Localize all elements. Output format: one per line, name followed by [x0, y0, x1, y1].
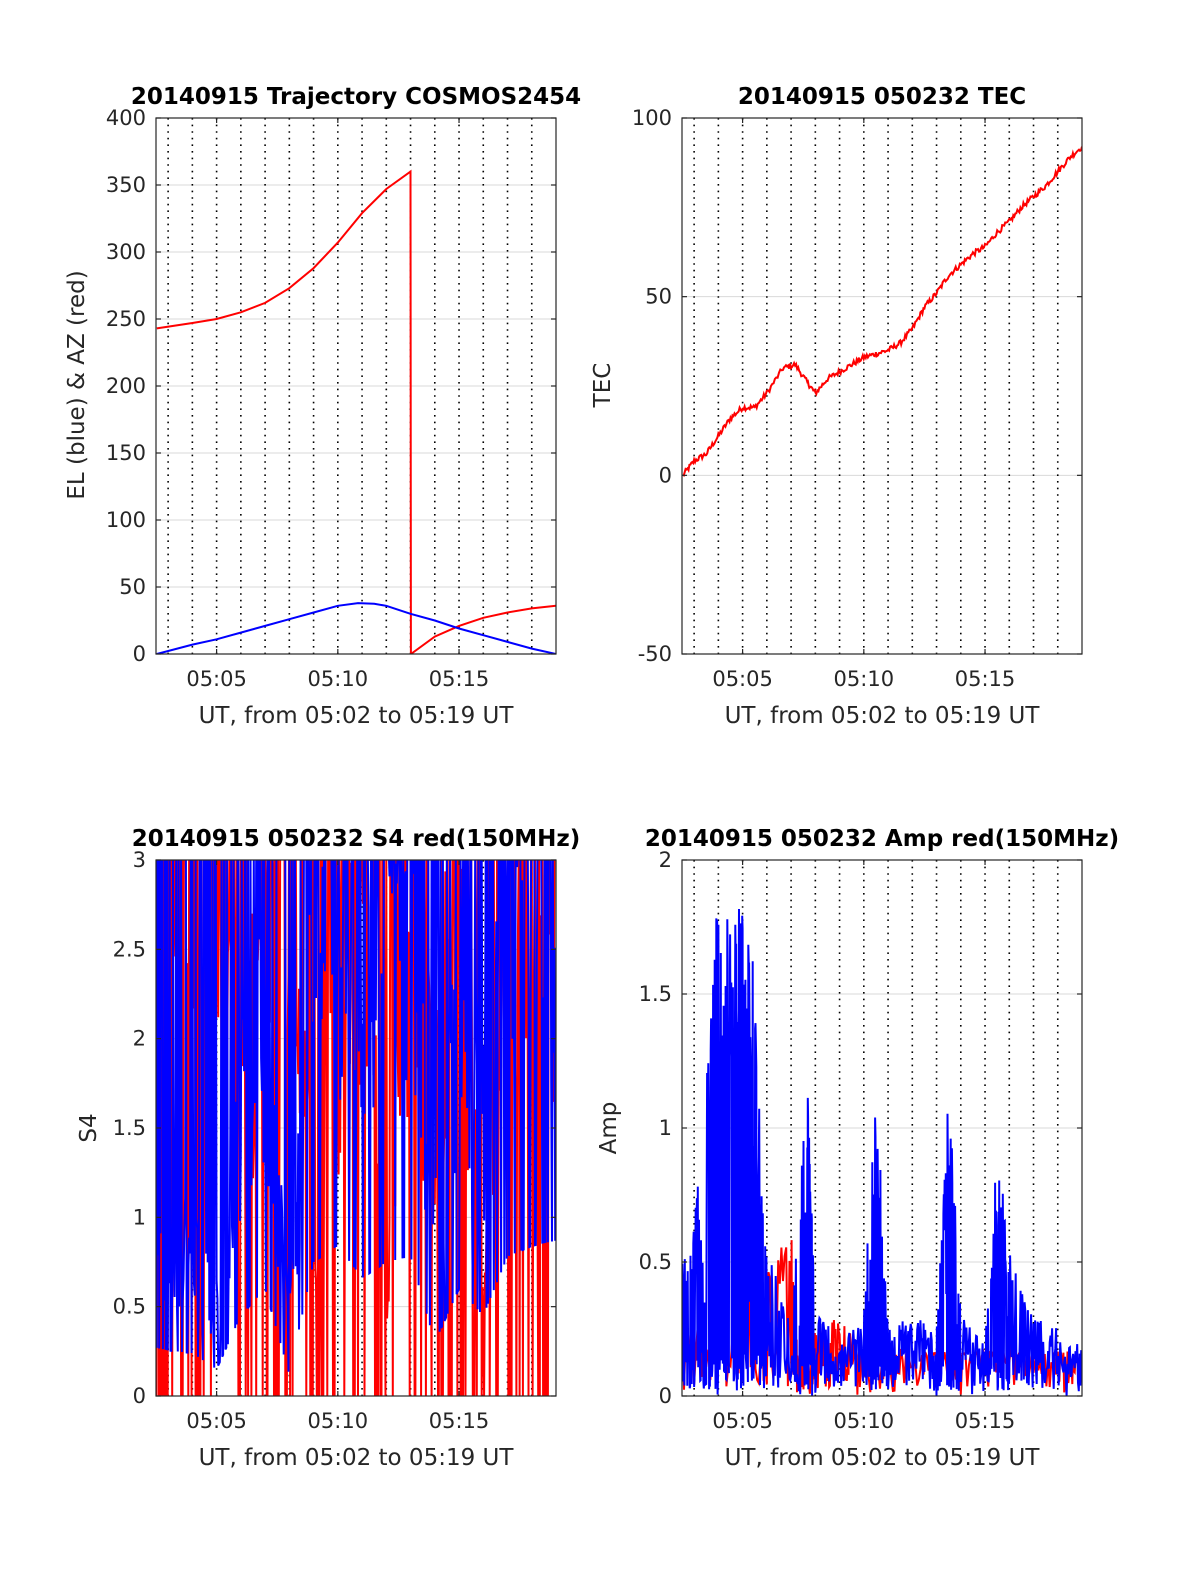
grid: [682, 117, 1082, 655]
series-group: [682, 908, 1082, 1396]
y-axis-label: Amp: [596, 1102, 622, 1155]
x-tick-label: 05:05: [186, 1409, 247, 1433]
y-tick-label: 100: [106, 508, 146, 532]
series-line-red: [156, 169, 556, 654]
y-tick-label: 3: [133, 848, 146, 872]
axes: 0 50 100 150 200 250 300 350 400 05:05 05:10 05:15: [106, 106, 557, 691]
y-tick-label: 1.5: [113, 1116, 146, 1140]
y-axis-label: EL (blue) & AZ (red): [64, 270, 90, 499]
y-tick-label: 50: [645, 285, 672, 309]
series-line-red: [682, 146, 1082, 478]
x-tick-label: 05:05: [712, 1409, 773, 1433]
y-tick-label: 1: [133, 1205, 146, 1229]
x-axis-label: UT, from 05:02 to 05:19 UT: [199, 1445, 515, 1471]
y-tick-label: 400: [106, 106, 146, 130]
y-tick-label: 50: [119, 575, 146, 599]
x-tick-label: 05:15: [955, 667, 1016, 691]
y-tick-label: 1: [659, 1116, 672, 1140]
axes-box: [681, 117, 1083, 655]
y-tick-label: 300: [106, 240, 146, 264]
y-tick-label: 2: [659, 848, 672, 872]
y-tick-label: 0.5: [639, 1250, 672, 1274]
x-tick-label: 05:10: [834, 667, 895, 691]
axes: 0 0.5 1 1.5 2 2.5 3 05:05 05:10 05:15: [113, 848, 557, 1433]
y-tick-label: 350: [106, 173, 146, 197]
y-axis-label: S4: [76, 1113, 102, 1142]
y-tick-label: 0: [133, 642, 146, 666]
y-tick-label: 150: [106, 441, 146, 465]
y-axis-label: TEC: [590, 363, 616, 409]
series-line-blue: [156, 860, 556, 1372]
chart-title: 20140915 050232 Amp red(150MHz): [645, 826, 1119, 852]
y-tick-label: 200: [106, 374, 146, 398]
series-group: [156, 860, 556, 1396]
y-tick-label: 0: [659, 463, 672, 487]
series-group: [682, 146, 1082, 478]
x-tick-label: 05:15: [429, 667, 490, 691]
series-group: [156, 169, 556, 654]
chart-title: 20140915 050232 S4 red(150MHz): [132, 826, 581, 852]
chart-title: 20140915 050232 TEC: [738, 84, 1026, 110]
x-tick-label: 05:10: [308, 667, 369, 691]
series-line-blue: [682, 908, 1082, 1396]
x-axis-label: UT, from 05:02 to 05:19 UT: [199, 703, 515, 729]
axes: -50 0 50 100 05:05 05:10 05:15: [632, 106, 1083, 691]
y-tick-label: 0: [659, 1384, 672, 1408]
y-tick-label: 2: [133, 1027, 146, 1051]
x-tick-label: 05:15: [955, 1409, 1016, 1433]
x-tick-label: 05:10: [834, 1409, 895, 1433]
trajectory-panel: 20140915 Trajectory COSMOS2454 UT, from …: [64, 84, 581, 729]
s4-panel: 20140915 050232 S4 red(150MHz) UT, from …: [76, 826, 581, 1471]
x-tick-label: 05:05: [712, 667, 773, 691]
chart-title: 20140915 Trajectory COSMOS2454: [131, 84, 581, 110]
x-axis-label: UT, from 05:02 to 05:19 UT: [725, 703, 1041, 729]
tec-panel: 20140915 050232 TEC UT, from 05:02 to 05…: [590, 84, 1083, 729]
x-tick-label: 05:10: [308, 1409, 369, 1433]
y-tick-label: 1.5: [639, 982, 672, 1006]
y-tick-label: 0.5: [113, 1295, 146, 1319]
x-tick-label: 05:05: [186, 667, 247, 691]
y-tick-label: 100: [632, 106, 672, 130]
y-tick-label: 250: [106, 307, 146, 331]
amp-panel: 20140915 050232 Amp red(150MHz) UT, from…: [596, 826, 1119, 1471]
x-axis-label: UT, from 05:02 to 05:19 UT: [725, 1445, 1041, 1471]
series-line-blue: [156, 602, 556, 654]
grid: [156, 117, 556, 655]
x-tick-label: 05:15: [429, 1409, 490, 1433]
y-tick-label: -50: [638, 642, 672, 666]
axes: 0 0.5 1 1.5 2 05:05 05:10 05:15: [639, 848, 1083, 1433]
y-tick-label: 2.5: [113, 937, 146, 961]
y-tick-label: 0: [133, 1384, 146, 1408]
